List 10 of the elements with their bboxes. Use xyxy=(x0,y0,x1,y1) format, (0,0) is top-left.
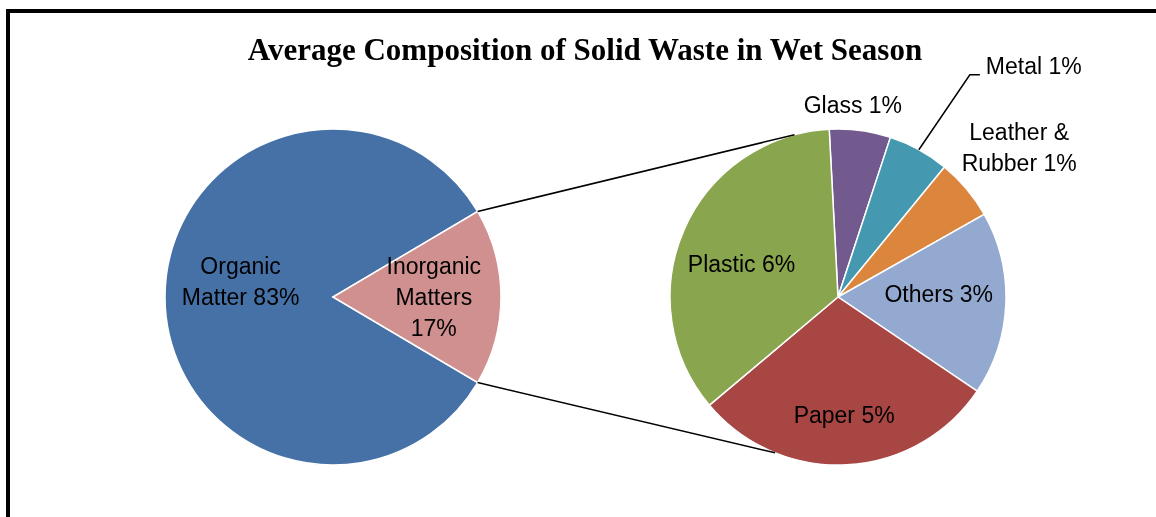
slice-label: Inorganic Matters xyxy=(386,253,482,310)
slice-label: Paper 5% xyxy=(793,402,895,429)
data-label: 17% xyxy=(410,315,457,341)
slice-label: Leather & Rubber 1% xyxy=(961,118,1077,176)
slice-label: Glass 1% xyxy=(803,92,903,119)
slice-label: Organic Matter 83% xyxy=(181,252,300,310)
text: Average Composition of Solid Waste in Wet Season xyxy=(247,32,923,67)
slice-label: Plastic 6% xyxy=(687,250,796,277)
slice-label: Others 3% xyxy=(884,281,994,308)
slice-label: Metal 1% xyxy=(985,52,1082,79)
